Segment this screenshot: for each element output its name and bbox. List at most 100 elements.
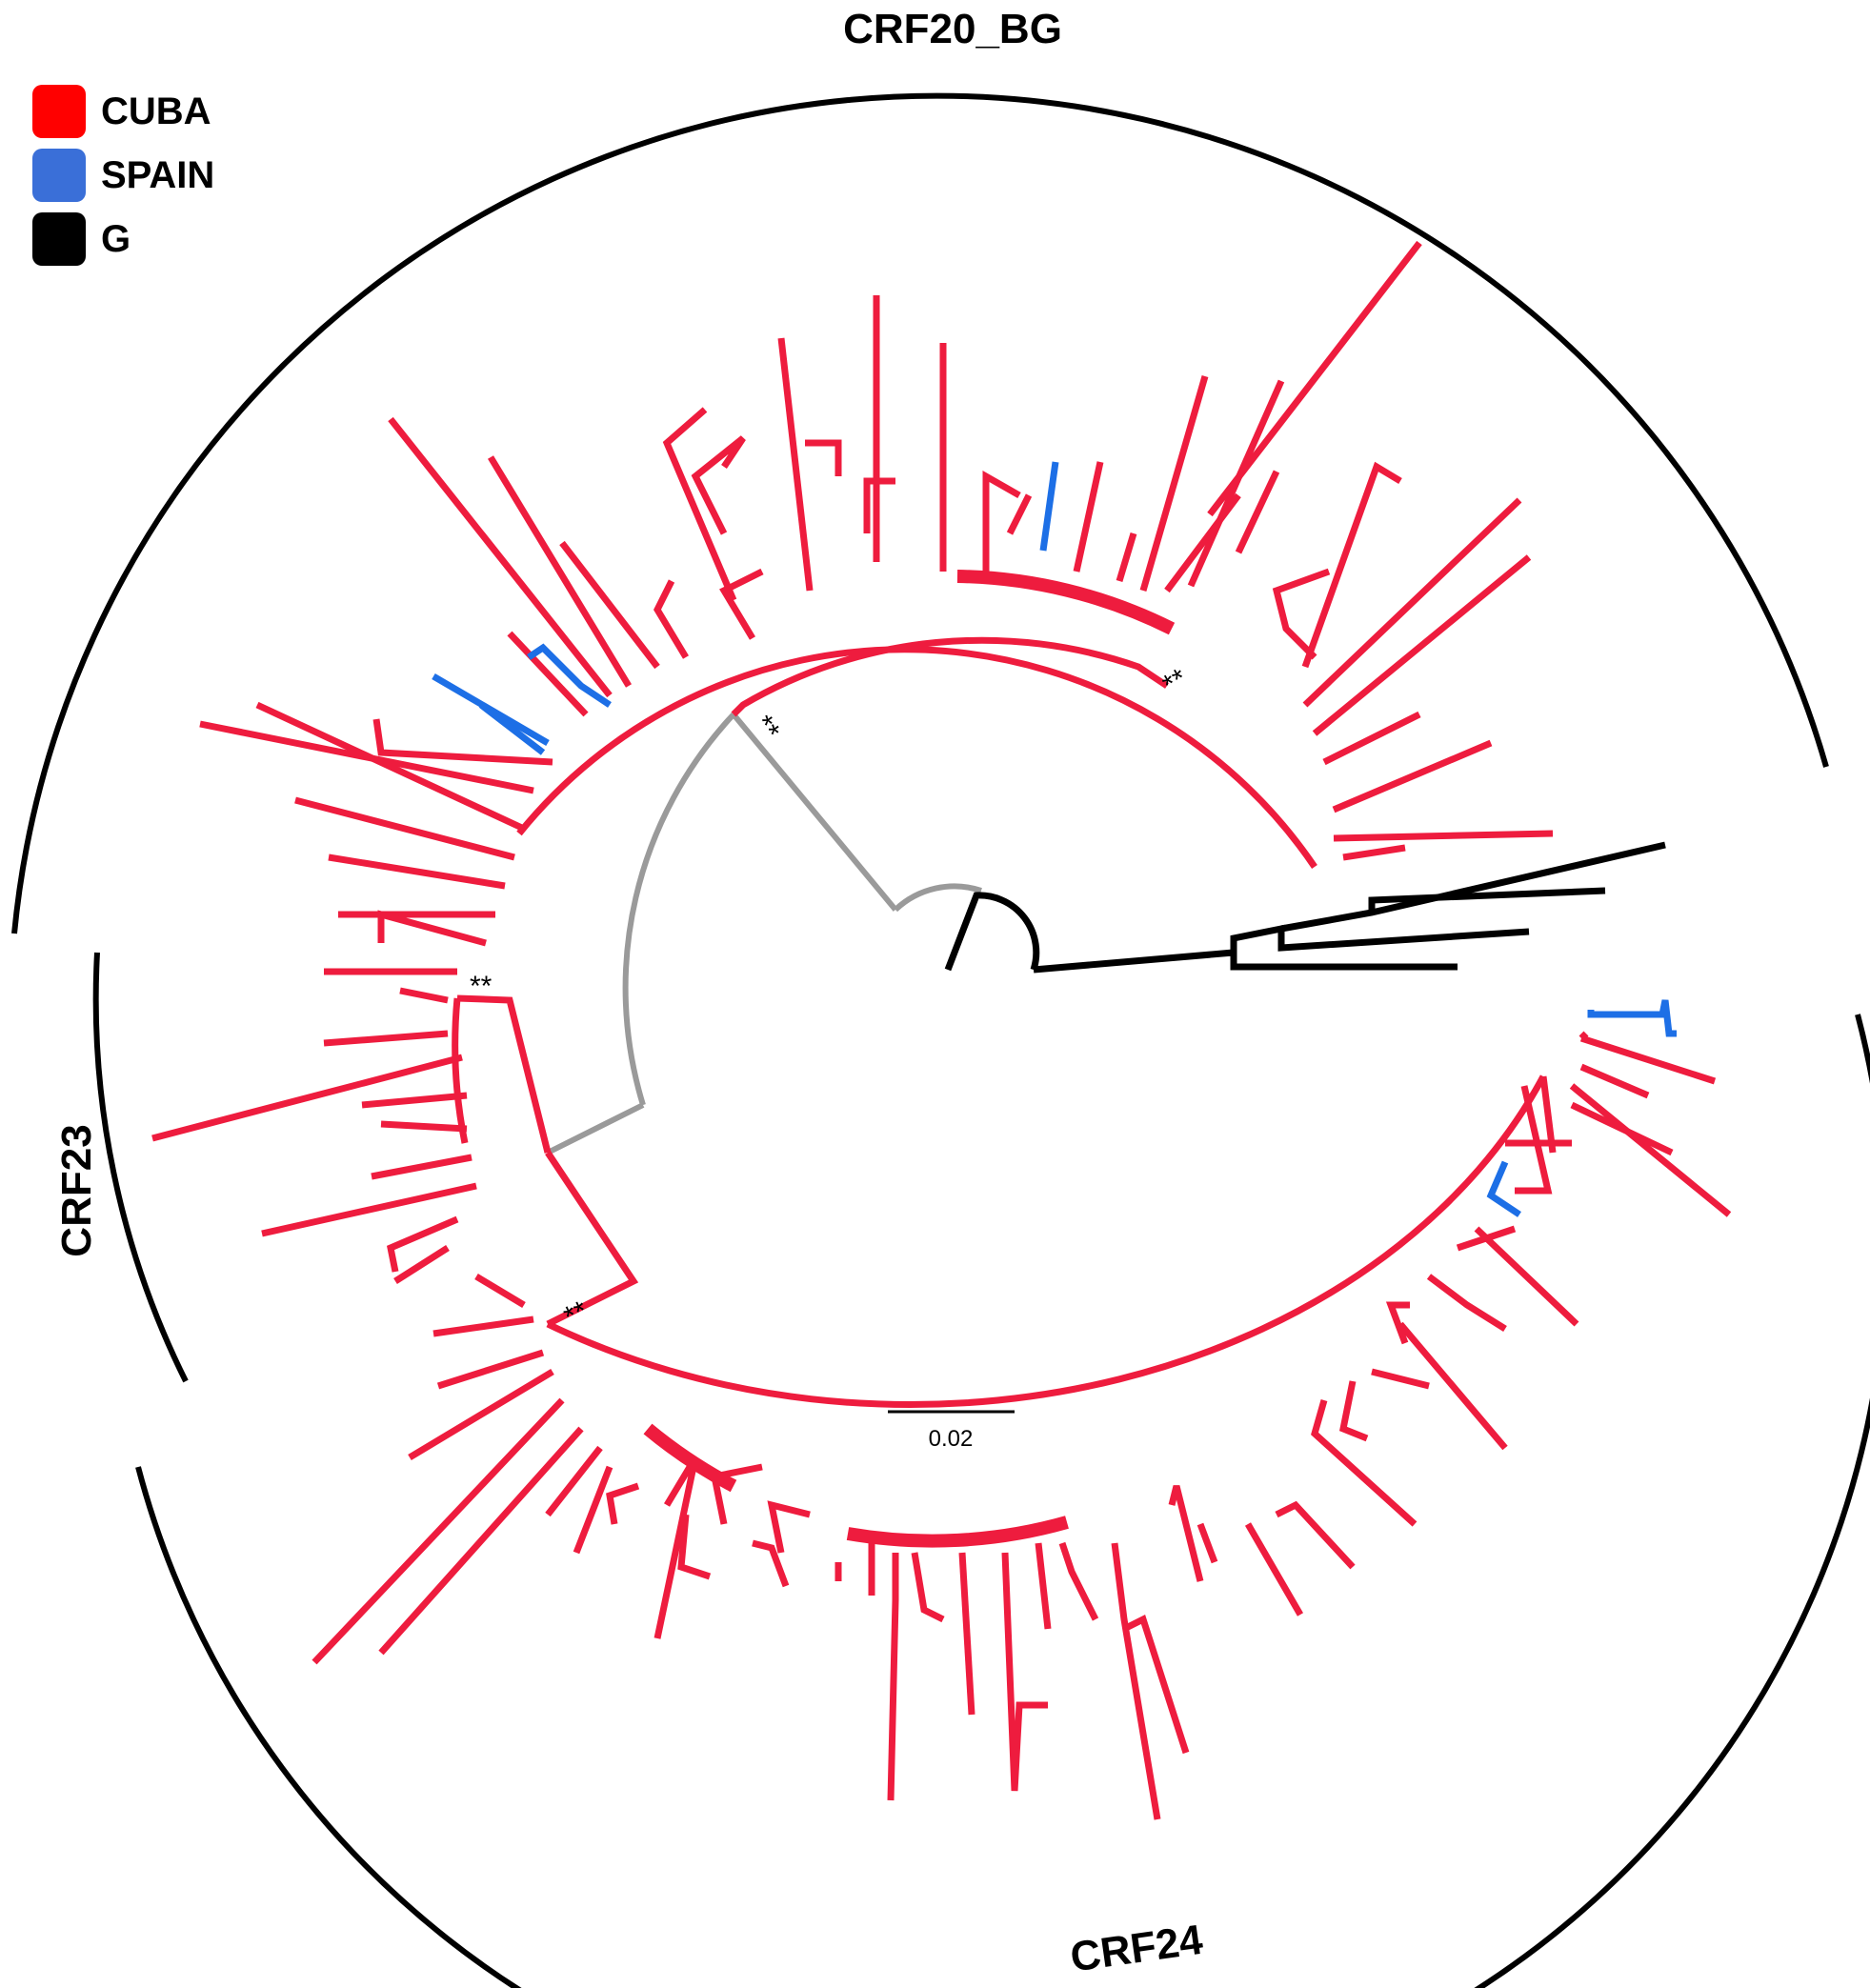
cuba-leaf	[474, 1273, 526, 1309]
cuba-leaf	[261, 1182, 477, 1237]
cuba-leaf	[1006, 493, 1033, 535]
cuba-leaf	[1073, 461, 1104, 572]
g-stem	[1033, 949, 1458, 974]
clade-label-crf23: CRF23	[53, 1124, 100, 1256]
cuba-leaf	[573, 1465, 613, 1555]
cuba-leaf	[1272, 568, 1331, 660]
cuba-leaf	[388, 416, 613, 698]
cuba-leaf	[1342, 844, 1406, 861]
cuba-leaf	[488, 455, 632, 688]
legend-swatch-g	[32, 212, 86, 266]
cuba-leaf	[1301, 461, 1402, 669]
cuba-leaf	[677, 1514, 712, 1580]
cuba-leaf	[1311, 1399, 1418, 1527]
spain-leaf	[1486, 1160, 1521, 1217]
cuba-leaf	[1001, 1552, 1048, 1792]
g-node-2	[1280, 841, 1666, 933]
support-mark: **	[1157, 663, 1193, 701]
crf23-stem	[456, 994, 552, 1154]
cuba-leaf	[719, 568, 764, 640]
outgroup-g-branches	[944, 841, 1666, 974]
cuba-leaf	[328, 853, 506, 890]
cuba-leaf	[662, 407, 737, 602]
cuba-leaf	[1578, 1031, 1589, 1041]
g-node-3	[1368, 887, 1606, 913]
cuba-leaf	[387, 1215, 459, 1273]
cuba-leaf	[1122, 1615, 1190, 1755]
cuba-leaf	[1570, 1101, 1674, 1156]
cuba-leaf	[255, 701, 526, 833]
spain-leaf	[1587, 999, 1677, 1037]
thick-arc-lower-left	[643, 1423, 737, 1493]
cuba-leaf	[377, 910, 487, 947]
legend-item-cuba: CUBA	[32, 84, 214, 139]
cuba-leaf	[911, 1552, 945, 1623]
cuba-leaf	[408, 1368, 554, 1461]
cuba-leaf	[958, 1552, 975, 1716]
legend-swatch-spain	[32, 149, 86, 202]
cuba-leaf	[1426, 1274, 1507, 1332]
cuba-leaf	[1338, 1380, 1369, 1442]
cuba-leaf	[1579, 1034, 1717, 1085]
cuba-leaf	[1164, 492, 1241, 593]
cuba-leaf	[653, 579, 690, 659]
cuba-leaf	[1312, 554, 1532, 736]
backbone-branches	[546, 712, 982, 1155]
cuba-leaf	[1168, 1485, 1204, 1582]
cuba-leaf	[1397, 1321, 1508, 1451]
cuba-leaf	[393, 1245, 450, 1284]
cuba-leaf	[1196, 1522, 1218, 1564]
cuba-leaf	[545, 1445, 603, 1517]
legend: CUBA SPAIN G	[32, 84, 214, 275]
backbone-to-crf23-24	[546, 1102, 645, 1155]
cuba-leaf	[323, 1030, 449, 1047]
cuba-leaf	[371, 1154, 473, 1180]
arc-crf20-bg	[11, 92, 1829, 934]
legend-label: SPAIN	[101, 153, 215, 196]
legend-swatch-cuba	[32, 85, 86, 138]
cuba-leaf	[805, 439, 842, 476]
spain-branches	[432, 461, 1677, 1217]
clade-label-crf20-bg: CRF20_BG	[843, 6, 1062, 52]
cuba-leaf	[1139, 375, 1209, 592]
legend-label: G	[101, 217, 131, 260]
cuba-leaf	[378, 1426, 584, 1656]
cuba-leaf	[863, 477, 895, 533]
scale-bar-label: 0.02	[929, 1426, 974, 1452]
cuba-leaf	[380, 1120, 468, 1133]
cuba-leaf	[982, 470, 1021, 572]
arc-crf23	[92, 952, 189, 1383]
cuba-leaf	[1371, 1368, 1430, 1390]
cuba-leaf	[1332, 739, 1493, 813]
backbone-stem	[893, 883, 982, 913]
clade-arcs	[11, 92, 1870, 1988]
cuba-leaf	[1322, 711, 1421, 766]
cuba-leaf	[1244, 1522, 1304, 1617]
cuba-branches	[151, 240, 1732, 1820]
cuba-leaf	[312, 1397, 565, 1665]
cuba-leaf	[606, 1482, 640, 1525]
spain-leaf	[478, 702, 546, 755]
legend-label: CUBA	[101, 90, 211, 132]
cuba-leaf	[432, 1315, 534, 1337]
crf20-outer-arc	[516, 646, 1317, 869]
cuba-leaf	[1579, 1063, 1650, 1099]
cuba-leaf	[559, 540, 660, 670]
cuba-leaf	[436, 1349, 545, 1390]
cuba-leaf	[1302, 497, 1522, 708]
cuba-leaf	[1207, 240, 1422, 517]
cuba-leaf	[777, 337, 814, 592]
g-node-1	[1230, 924, 1530, 953]
cuba-leaf	[887, 1553, 899, 1801]
cuba-leaf	[1515, 1085, 1553, 1195]
cuba-leaf	[653, 1456, 699, 1639]
cuba-leaf	[1385, 1301, 1410, 1345]
cuba-leaf	[294, 796, 515, 861]
cuba-leaf	[1035, 1542, 1052, 1630]
cuba-leaf	[1116, 532, 1137, 583]
cuba-leaf	[1058, 1541, 1099, 1621]
crf24-arc	[546, 1074, 1547, 1409]
backbone-to-crf20	[731, 713, 898, 912]
cuba-leaf	[507, 631, 589, 717]
